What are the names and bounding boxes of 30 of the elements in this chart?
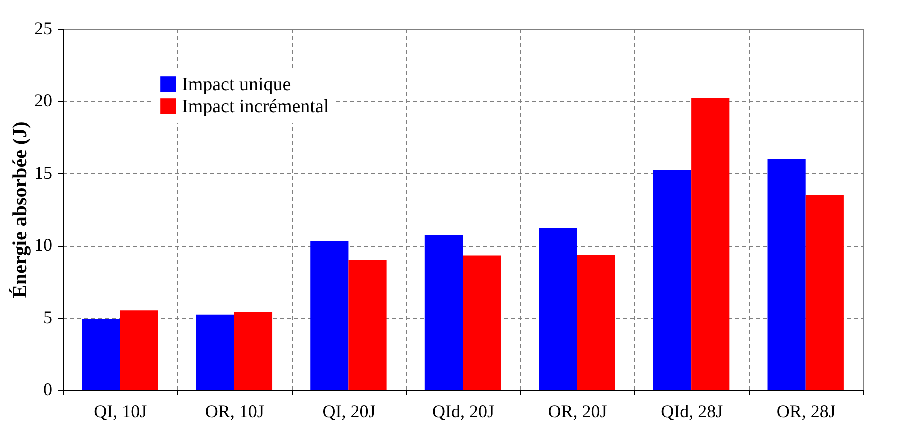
x-tick-label: QId, 20J bbox=[432, 402, 494, 422]
y-tick-label: 20 bbox=[34, 90, 52, 111]
bar bbox=[120, 310, 158, 390]
x-tick-label: OR, 10J bbox=[205, 402, 264, 422]
bar bbox=[692, 98, 730, 390]
bar bbox=[310, 241, 349, 390]
y-tick-label: 5 bbox=[44, 307, 52, 328]
bar bbox=[539, 228, 578, 390]
bar bbox=[234, 312, 273, 390]
bar bbox=[82, 319, 120, 390]
bar bbox=[424, 235, 463, 390]
bar bbox=[196, 314, 234, 390]
x-tick-label: OR, 20J bbox=[548, 402, 608, 422]
legend-label: Impact incrémental bbox=[182, 96, 330, 118]
bar bbox=[348, 260, 387, 390]
x-tick-label: QI, 10J bbox=[94, 402, 148, 422]
bar bbox=[653, 170, 692, 390]
bar bbox=[806, 195, 844, 390]
bar bbox=[577, 254, 616, 390]
y-axis-title: Énergie absorbée (J) bbox=[8, 122, 32, 298]
bar bbox=[768, 158, 806, 390]
y-tick-label: 0 bbox=[44, 380, 52, 400]
x-tick-label: QId, 28J bbox=[661, 402, 724, 422]
x-tick-label: OR, 28J bbox=[776, 402, 836, 422]
bar bbox=[463, 256, 502, 390]
x-tick-label: QI, 20J bbox=[322, 402, 376, 422]
y-tick-label: 10 bbox=[34, 235, 52, 256]
y-tick-label: 25 bbox=[34, 18, 52, 38]
legend-label: Impact unique bbox=[182, 74, 292, 96]
y-tick-label: 15 bbox=[34, 162, 52, 183]
